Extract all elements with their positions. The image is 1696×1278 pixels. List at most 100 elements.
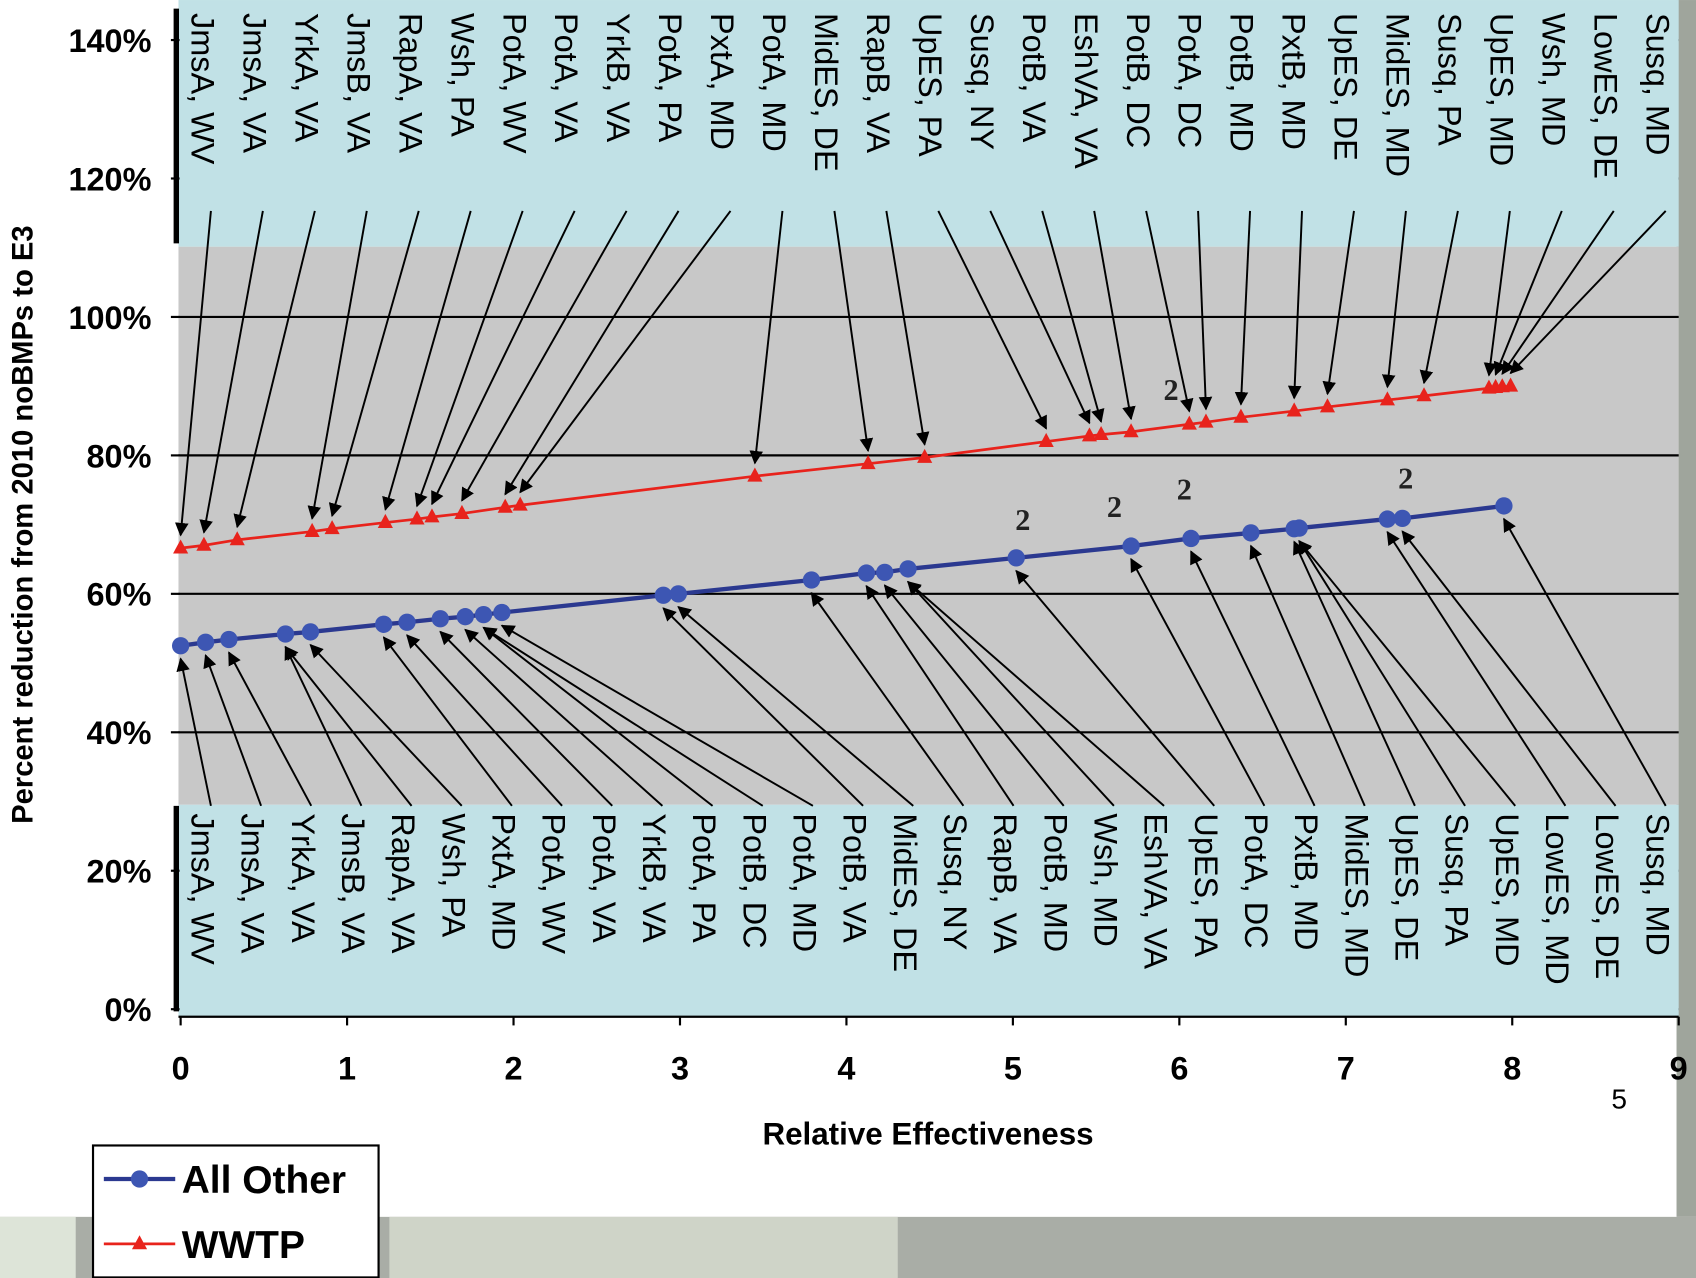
x-tick-label: 4 [837,1050,855,1086]
arrow [1234,210,1252,406]
arrow [504,210,680,496]
point-label: PotB, DC [736,813,772,948]
point-label: Wsh, PA [435,813,471,937]
point-label: YrkA, VA [288,13,324,143]
arrow [1386,530,1567,807]
x-tick-label: 9 [1670,1050,1688,1086]
point-label: PxtA, MD [486,813,522,950]
data-point [196,536,212,551]
arrow [431,210,576,506]
arrow [1249,544,1366,807]
data-point [654,586,672,604]
data-point [1122,537,1140,555]
point-label: LowES, DE [1587,13,1623,179]
x-tick-label: 6 [1170,1050,1188,1086]
point-label: PotA, VA [548,13,584,143]
data-point [1081,427,1098,442]
arrow [1015,569,1215,807]
data-point [220,630,238,649]
data-point [1182,529,1200,548]
point-label: PotA, PA [652,13,688,143]
arrow [309,643,463,807]
data-point [1393,509,1412,528]
point-label: Susq, NY [937,813,973,950]
y-tick-label: 20% [86,854,151,890]
data-point [1198,413,1214,428]
point-label: JmsA, VA [235,813,271,953]
data-point [1038,432,1054,447]
arrow [883,584,1065,807]
point-label: PotA, DC [1172,13,1208,148]
background-edge [1676,0,1696,1217]
arrow [1483,210,1511,377]
point-label: YrkB, VA [600,13,636,143]
arrow [414,210,524,508]
data-point [1181,415,1197,430]
data-point [747,467,763,482]
point-label: UpES, DE [1389,813,1425,961]
arrow [176,657,212,807]
point-label: MidES, MD [1338,813,1374,977]
y-tick-label: 80% [86,438,151,474]
y-tick-label: 0% [105,992,152,1028]
data-point [669,585,687,603]
x-axis-title: Relative Effectiveness [762,1116,1093,1151]
data-point [497,498,513,513]
point-label: PotB, DC [1120,13,1156,148]
legend-label: WWTP [182,1224,305,1267]
arrow [461,210,628,502]
point-label: JmsB, VA [335,813,371,953]
data-point [1379,391,1395,406]
point-label: PotA, MD [756,13,792,152]
background-strip [389,1216,898,1278]
point-label: RapA, VA [392,13,428,153]
annotation: 2 [1398,462,1413,496]
arrow [937,210,1048,430]
point-label: RapA, VA [385,813,421,953]
data-point [1286,402,1302,417]
data-point [375,615,393,633]
point-label: Wsh, PA [444,13,480,137]
point-label: Wsh, MD [1088,813,1124,946]
point-label: PotB, VA [1016,13,1052,143]
point-label: PotA, PA [686,813,722,943]
point-label: Wsh, MD [1535,13,1571,146]
data-point [229,531,245,546]
arrow [1093,210,1136,421]
y-tick-label: 140% [68,23,151,59]
point-label: PxtB, MD [1276,13,1312,150]
data-point [1495,497,1513,515]
data-point [1290,519,1308,537]
arrow [810,591,965,807]
arrow [1298,539,1466,807]
arrow [1298,540,1516,807]
arrow [1287,210,1303,400]
data-point [1093,425,1109,441]
legend-label: All Other [182,1159,346,1202]
data-point [802,571,821,589]
arrow [284,645,413,807]
arrow [989,210,1091,425]
data-point [1503,377,1519,392]
arrow [284,645,363,807]
arrow [1322,210,1355,396]
data-point [196,633,215,651]
data-point [454,504,470,519]
point-label: PotA, VA [586,813,622,943]
legend [91,1144,380,1278]
arrow [662,607,864,807]
arrow [1493,210,1563,376]
point-label: EshVA, VA [1138,813,1174,969]
point-label: PotA, MD [787,813,823,952]
data-point [377,513,393,528]
point-label: Susq, MD [1639,813,1675,955]
arrow [1190,550,1316,807]
arrow [203,653,262,807]
arrow [406,634,563,807]
x-tick-label: 3 [671,1050,689,1086]
data-point [301,623,320,641]
point-label: YrkA, VA [285,813,321,943]
point-label: Susq, PA [1439,813,1475,946]
point-label: LowES, DE [1589,813,1625,979]
point-label: Susq, PA [1432,13,1468,146]
